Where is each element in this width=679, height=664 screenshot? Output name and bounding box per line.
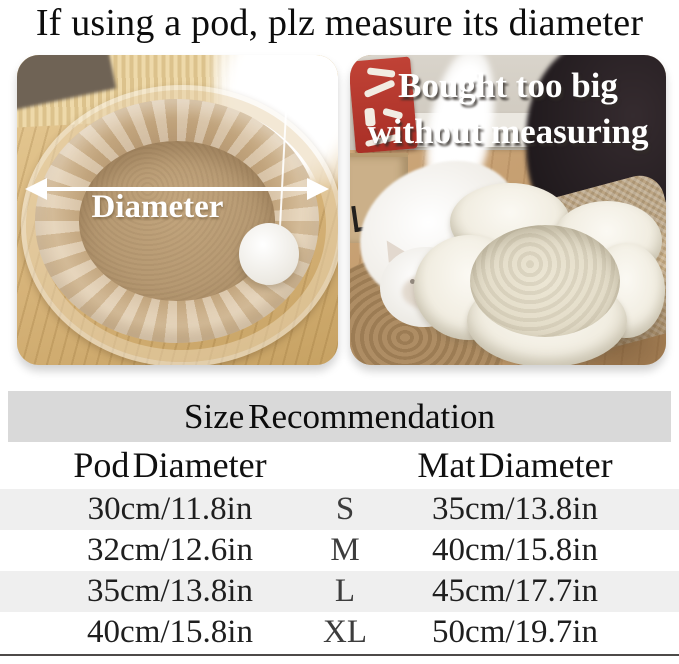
cat-eye [410,279,415,284]
spacer [0,612,40,653]
pod-diameter-header: Pod Diameter [73,445,267,485]
size-recommendation-table: Size Recommendation Pod Diameter Mat Dia… [0,391,679,656]
pod-diameter-value: 30cm/11.8in [87,491,253,527]
caption-line-1: Bought too big [398,66,618,105]
clear-pod-container [21,85,338,365]
table-title: Size Recommendation [8,391,671,442]
photo-caption: Bought too big without measuring [350,63,666,155]
mat-diameter-value: 35cm/13.8in [432,491,598,527]
spacer [0,530,40,571]
oversized-knit-mat [414,183,666,365]
size-label: S [335,491,355,527]
table-header-row: Pod Diameter Mat Diameter [0,442,679,489]
size-label: L [334,573,356,609]
pompom-toy [239,223,299,285]
table-row-xl: 40cm/15.8in XL 50cm/19.7in [0,612,679,653]
spacer [640,571,679,612]
spacer [0,489,40,530]
mat-diameter-value: 40cm/15.8in [432,532,598,568]
spacer [640,530,679,571]
spacer [0,442,40,489]
table-row-m: 32cm/12.6in M 40cm/15.8in [0,530,679,571]
spacer [0,571,40,612]
mat-diameter-value: 50cm/19.7in [432,614,598,650]
knit-bed-inner-bowl [79,141,275,301]
diameter-label: Diameter [91,189,224,225]
table-bottom-border [0,654,679,656]
pod-diameter-value: 32cm/12.6in [87,532,253,568]
photo-oversized-mat: Bought too big without measuring [350,55,666,365]
pod-diameter-value: 35cm/13.8in [87,573,253,609]
mat-center [470,225,620,337]
photo-pod-measurement: Diameter [17,55,338,365]
mat-diameter-value: 45cm/17.7in [432,573,598,609]
size-column-header [300,442,390,489]
size-label: M [330,532,360,568]
table-row-l: 35cm/13.8in L 45cm/17.7in [0,571,679,612]
pod-diameter-value: 40cm/15.8in [87,614,253,650]
page-title: If using a pod, plz measure its diameter [35,2,644,44]
spacer [640,612,679,653]
spacer [640,442,679,489]
caption-line-2: without measuring [367,112,649,152]
spacer [640,489,679,530]
size-label: XL [323,614,367,650]
table-row-s: 30cm/11.8in S 35cm/13.8in [0,489,679,530]
diameter-arrow-icon [23,171,331,207]
mat-diameter-header: Mat Diameter [417,445,613,485]
